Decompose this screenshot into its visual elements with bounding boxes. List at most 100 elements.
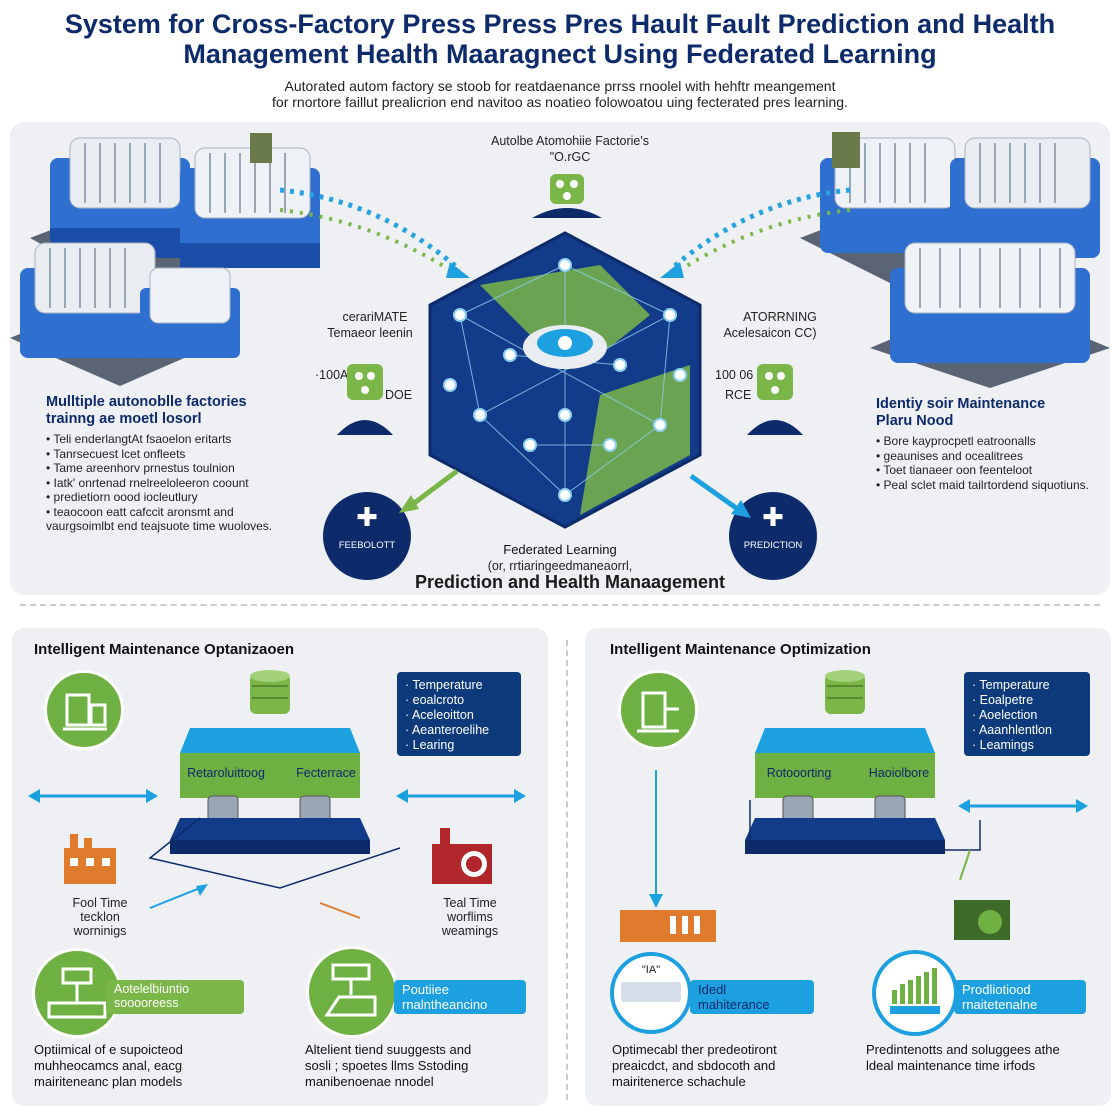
right-block-label-right: Haoiolbore	[868, 766, 930, 780]
left-bullet-item: predietiorn oood iocleutlury	[46, 490, 276, 505]
warning-left-line1: Fool Time	[72, 896, 128, 910]
sensor-item: Aaanhlentlon	[972, 723, 1082, 738]
left-factory-machines-illustration	[10, 133, 320, 386]
factory-icon	[64, 834, 116, 884]
left-node-tag: ·100AE	[315, 368, 357, 382]
top-node-icon	[532, 174, 602, 218]
caption-right-line1: Altelient tiend suuggests and	[305, 1042, 472, 1057]
federated-network-hexagon	[428, 231, 702, 529]
sensor-item: Eoalpetre	[972, 693, 1082, 708]
right-bullet-item: Toet tianaeer oon feenteloot	[876, 463, 1101, 478]
right-bullet-item: Bore kayprocpetl eatroonalls	[876, 434, 1101, 449]
ideal-tag-line2: mahiterance	[698, 997, 770, 1012]
page-title-line2: Management Health Maaragnect Using Feder…	[183, 39, 937, 69]
left-bullet-item: Iatk' onrtenad rnelreeloleeron coount	[46, 476, 276, 491]
sensor-item: Aceleoitton	[405, 708, 513, 723]
warning-left-line3: worninigs	[73, 924, 127, 938]
screen-bar	[621, 982, 681, 1002]
warning-right-line1: Teal Time	[443, 896, 497, 910]
feedback-arrow	[399, 469, 459, 513]
left-heading-line2: trainng ae moetl losorl	[46, 411, 202, 427]
sensor-data-box: Temperature eoalcroto Aceleoitton Aeante…	[397, 672, 521, 756]
bar-chart-icon	[890, 968, 940, 1014]
left-node-icon	[337, 364, 393, 435]
warning-right-line2: worflims	[447, 910, 493, 924]
sensor-item: Aeanteroelihe	[405, 723, 513, 738]
sensor-item: Learing	[405, 738, 513, 753]
warning-left-line2: tecklon	[80, 910, 120, 924]
machine-5	[950, 137, 1100, 258]
caption-left-line2: muhheocamcs anal, eacg	[34, 1058, 183, 1073]
sensor-item: Aoelection	[972, 708, 1082, 723]
ideal-tag-line1: Idedl	[698, 982, 727, 997]
factory-alert-icon	[432, 828, 492, 884]
right-bullet-item: geaunises and ocealitrees	[876, 449, 1101, 464]
press-machine-icon	[324, 963, 377, 1017]
ideal-maintenance-tag: Idedl mahiterance	[690, 980, 814, 1014]
bottom-right-heading: Intelligent Maintenance Optimization	[610, 641, 871, 658]
right-sensor-data-box: Temperature Eoalpetre Aoelection Aaanhle…	[964, 672, 1090, 756]
predictive-tag-line2: rnalntheancino	[402, 997, 488, 1012]
left-bullet-item: Teli enderlangtAt fsaoelon eritarts	[46, 432, 276, 447]
predictive-right-tag-line2: rnaitetenalne	[962, 997, 1038, 1012]
predictive-tag-line1: Poutiiee	[402, 982, 449, 997]
machine-icon	[63, 693, 107, 731]
left-bullet-item: Tanrsecuest lcet onfleets	[46, 447, 276, 462]
right-flow-lines	[649, 770, 981, 908]
right-caption-left-line2: preaicdct, and sbdocoth and	[612, 1058, 776, 1073]
feedback-circle: ✚ FEEBOLOTT	[323, 492, 411, 580]
right-node-tag2: RCE	[725, 388, 752, 402]
ideal-maintenance-screen-icon: "IA"	[610, 952, 692, 1034]
sensor-item: Leamings	[972, 738, 1082, 753]
sensor-circle-icon	[44, 670, 124, 750]
predictive-chart-icon	[872, 950, 958, 1036]
right-node-sublabel: Acelesaicon CC)	[723, 326, 817, 340]
right-caption-right-line2: ldeal maintenance time irfods	[866, 1058, 1036, 1073]
screen-text: "IA"	[641, 964, 661, 976]
right-bullet-list: Bore kayprocpetl eatroonalls geaunises a…	[876, 434, 1101, 492]
tool-icon: ✚	[762, 502, 784, 532]
caption-right-line2: sosli ; spoetes llms Sstoding	[305, 1058, 469, 1073]
right-sensor-circle-icon	[618, 670, 698, 750]
left-bullet-item: Tame areenhorv prnestus toulnion	[46, 461, 276, 476]
right-block-label-left: Rotooorting	[766, 766, 832, 780]
right-panel-double-arrow	[958, 799, 1088, 813]
left-node-label: cerariMATE	[342, 310, 408, 324]
caption-right-line3: manibenoenae nnodel	[305, 1074, 434, 1089]
bottom-left-heading: Intelligent Maintenance Optanizaoen	[34, 641, 295, 658]
right-node-icon	[747, 364, 803, 435]
center-factories-sublabel: "O.rGC	[549, 150, 591, 164]
machine-6	[870, 242, 1110, 388]
right-node-tag: 100 06	[715, 368, 754, 382]
prediction-health-title: Prediction and Health Manaagement	[414, 572, 726, 592]
predictive-circle-icon	[306, 946, 398, 1038]
right-heading-line1: Identiy soir Maintenance	[876, 396, 1046, 412]
vertical-divider	[566, 640, 568, 1100]
valve-icon	[47, 967, 107, 1019]
federated-learning-sublabel: (or, rrtiaringeedmaneaorrl,	[487, 559, 633, 573]
subtitle-line1: Autorated autom factory se stoob for rea…	[284, 78, 836, 94]
machine-2	[180, 133, 320, 268]
autonomous-tag: Aotelelbiuntio sooooreess	[106, 980, 244, 1014]
right-caption-left-line3: mairitenerce schachule	[612, 1074, 746, 1089]
factory-building-icon	[620, 910, 716, 942]
machine-3	[10, 242, 240, 386]
section-divider	[20, 604, 1100, 606]
center-factories-label: Autolbe Atomohiie Factorie's	[490, 134, 650, 148]
left-node-tag2: DOE	[385, 388, 413, 402]
left-bullet-list: Teli enderlangtAt fsaoelon eritarts Tanr…	[46, 432, 276, 534]
green-machine-icon	[954, 900, 1010, 940]
predictive-maintenance-right-tag: Prodliotiood rnaitetenalne	[954, 980, 1086, 1014]
left-data-flow-arrow	[279, 187, 470, 278]
sensor-item: eoalcroto	[405, 693, 513, 708]
left-bullet-item: teaocoon eatt cafccit aronsmt and vaurgs…	[46, 505, 276, 534]
right-double-arrow	[396, 789, 526, 803]
block-label-right: Fecterrace	[296, 766, 356, 780]
right-caption-right-line1: Predintenotts and soluggees athe	[866, 1042, 1060, 1057]
sensor-item: Temperature	[972, 678, 1082, 693]
left-node-sublabel: Temaeor leenin	[327, 326, 413, 340]
caption-left-line1: Optiimical of e supoicteod	[34, 1042, 183, 1057]
caption-left-line3: mairiteneanc plan models	[34, 1074, 183, 1089]
gauge-icon	[637, 691, 679, 733]
right-bullet-item: Peal sclet maid tailrtordend siquotiuns.	[876, 478, 1101, 493]
